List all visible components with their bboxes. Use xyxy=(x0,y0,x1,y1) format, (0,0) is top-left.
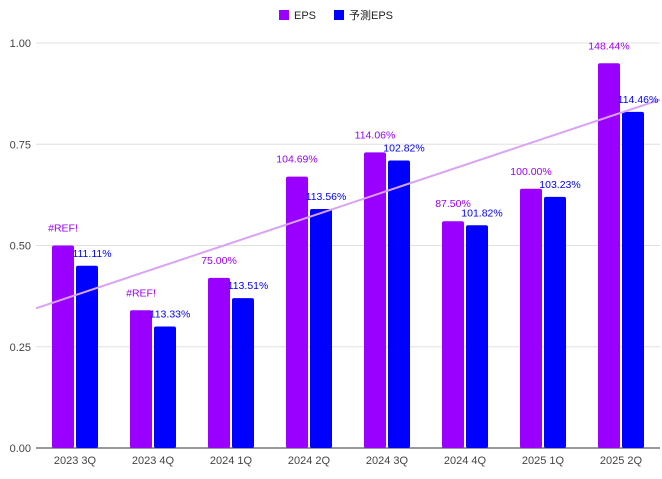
legend: EPS 予測EPS xyxy=(279,8,393,22)
data-label-forecast-eps-2: 113.51% xyxy=(228,280,269,292)
data-label-eps-1: #REF! xyxy=(126,287,156,299)
y-axis-ticks: 0.00 0.25 0.50 0.75 1.00 xyxy=(10,38,31,455)
y-tick-label-4: 1.00 xyxy=(10,38,31,50)
bar-forecast-eps-3 xyxy=(310,209,332,448)
bar-eps-7 xyxy=(598,63,620,448)
x-tick-label-3: 2024 2Q xyxy=(288,455,331,467)
x-tick-label-0: 2023 3Q xyxy=(54,455,97,467)
data-label-forecast-eps-7: 114.46% xyxy=(618,94,659,106)
bar-eps-1 xyxy=(130,310,152,448)
data-label-forecast-eps-1: 113.33% xyxy=(150,309,191,321)
data-label-forecast-eps-5: 101.82% xyxy=(461,207,502,219)
bar-eps-2 xyxy=(208,277,230,448)
bar-forecast-eps-0 xyxy=(76,265,98,448)
data-label-eps-4: 114.06% xyxy=(355,129,396,141)
y-tick-label-3: 0.75 xyxy=(10,139,31,151)
bar-eps-5 xyxy=(442,221,464,448)
legend-swatch-forecast-eps xyxy=(334,10,344,20)
bar-forecast-eps-2 xyxy=(232,298,254,448)
bars xyxy=(52,63,644,449)
trendline xyxy=(35,98,661,310)
data-labels: #REF! 111.11% #REF! 113.33% 75.00% 113.51% 104… xyxy=(48,40,658,320)
bar-eps-4 xyxy=(364,152,386,448)
bar-forecast-eps-7 xyxy=(622,111,644,448)
data-label-eps-0: #REF! xyxy=(48,223,78,235)
data-label-eps-2: 75.00% xyxy=(201,255,237,267)
x-tick-label-7: 2025 2Q xyxy=(600,455,643,467)
x-tick-label-6: 2025 1Q xyxy=(522,455,565,467)
y-tick-label-1: 0.25 xyxy=(10,342,31,354)
data-label-forecast-eps-4: 102.82% xyxy=(383,142,424,154)
bar-eps-3 xyxy=(286,176,308,448)
legend-label-forecast-eps: 予測EPS xyxy=(349,8,393,22)
legend-label-eps: EPS xyxy=(294,10,316,22)
data-label-forecast-eps-3: 113.56% xyxy=(306,191,347,203)
bar-forecast-eps-6 xyxy=(544,196,566,448)
y-tick-label-2: 0.50 xyxy=(10,241,31,253)
x-axis-ticks: 2023 3Q 2023 4Q 2024 1Q 2024 2Q 2024 3Q 2024 … xyxy=(54,455,643,467)
x-tick-label-4: 2024 3Q xyxy=(366,455,409,467)
bar-eps-6 xyxy=(520,188,542,449)
bar-forecast-eps-1 xyxy=(154,326,176,448)
trendline-eps xyxy=(35,98,661,310)
gridlines xyxy=(36,42,660,449)
data-label-eps-6: 100.00% xyxy=(510,166,551,178)
bar-eps-0 xyxy=(52,245,74,448)
bar-forecast-eps-5 xyxy=(466,225,488,448)
x-tick-label-2: 2024 1Q xyxy=(210,455,253,467)
data-label-eps-3: 104.69% xyxy=(276,154,317,166)
y-tick-label-0: 0.00 xyxy=(10,443,31,455)
x-tick-label-1: 2023 4Q xyxy=(132,455,175,467)
data-label-eps-5: 87.50% xyxy=(435,198,471,210)
bar-forecast-eps-4 xyxy=(388,160,410,448)
data-label-eps-7: 148.44% xyxy=(588,40,629,52)
data-label-forecast-eps-6: 103.23% xyxy=(539,179,580,191)
data-label-forecast-eps-0: 111.11% xyxy=(72,248,111,260)
legend-swatch-eps xyxy=(279,10,289,20)
x-tick-label-5: 2024 4Q xyxy=(444,455,487,467)
